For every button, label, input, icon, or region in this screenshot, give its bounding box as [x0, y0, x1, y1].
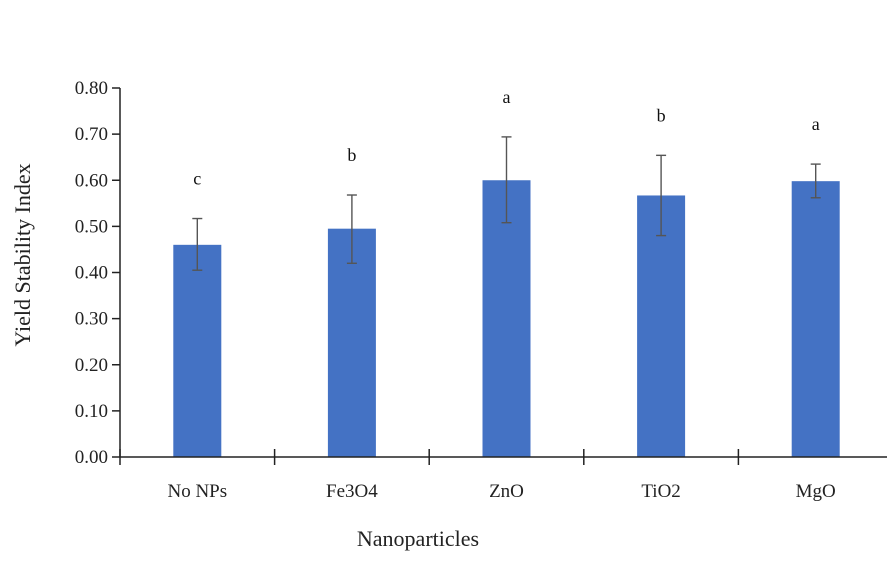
significance-letter: c — [193, 169, 201, 189]
bar — [482, 180, 531, 457]
x-tick-label: ZnO — [489, 481, 524, 502]
significance-letter: b — [657, 105, 666, 125]
significance-letters-group: c b a b a — [193, 87, 819, 189]
significance-letter: b — [347, 145, 356, 165]
significance-letter: a — [812, 114, 820, 134]
significance-letter: a — [503, 87, 511, 107]
y-tick-label: 0.60 — [75, 170, 108, 191]
y-tick-label: 0.80 — [75, 78, 108, 99]
y-tick-label: 0.00 — [75, 447, 108, 468]
x-tick-label: No NPs — [167, 481, 227, 502]
bar — [637, 195, 686, 457]
x-tick-label: Fe3O4 — [326, 481, 378, 502]
bar — [327, 228, 376, 457]
y-axis-ticks: 0.00 0.10 0.20 0.30 0.40 0.50 0.60 0.70 0.80 — [75, 78, 120, 468]
x-axis-category-labels: No NPs Fe3O4 ZnO TiO2 MgO — [167, 481, 835, 502]
y-tick-label: 0.20 — [75, 355, 108, 376]
y-axis-title: Yield Stability Index — [10, 163, 35, 346]
y-tick-label: 0.30 — [75, 309, 108, 330]
bar — [791, 181, 840, 458]
x-axis-title: Nanoparticles — [357, 526, 479, 551]
y-tick-label: 0.50 — [75, 216, 108, 237]
x-tick-label: MgO — [796, 481, 836, 502]
error-bar — [346, 194, 357, 264]
y-tick-label: 0.70 — [75, 124, 108, 145]
error-bars-group — [192, 136, 821, 271]
y-tick-label: 0.40 — [75, 263, 108, 284]
error-bar — [501, 136, 512, 224]
x-tick-label: TiO2 — [641, 481, 680, 502]
error-bar — [656, 154, 667, 237]
y-tick-label: 0.10 — [75, 401, 108, 422]
error-bar — [192, 217, 203, 271]
error-bar — [810, 163, 821, 199]
bar — [173, 244, 222, 457]
bars-group — [173, 180, 840, 458]
